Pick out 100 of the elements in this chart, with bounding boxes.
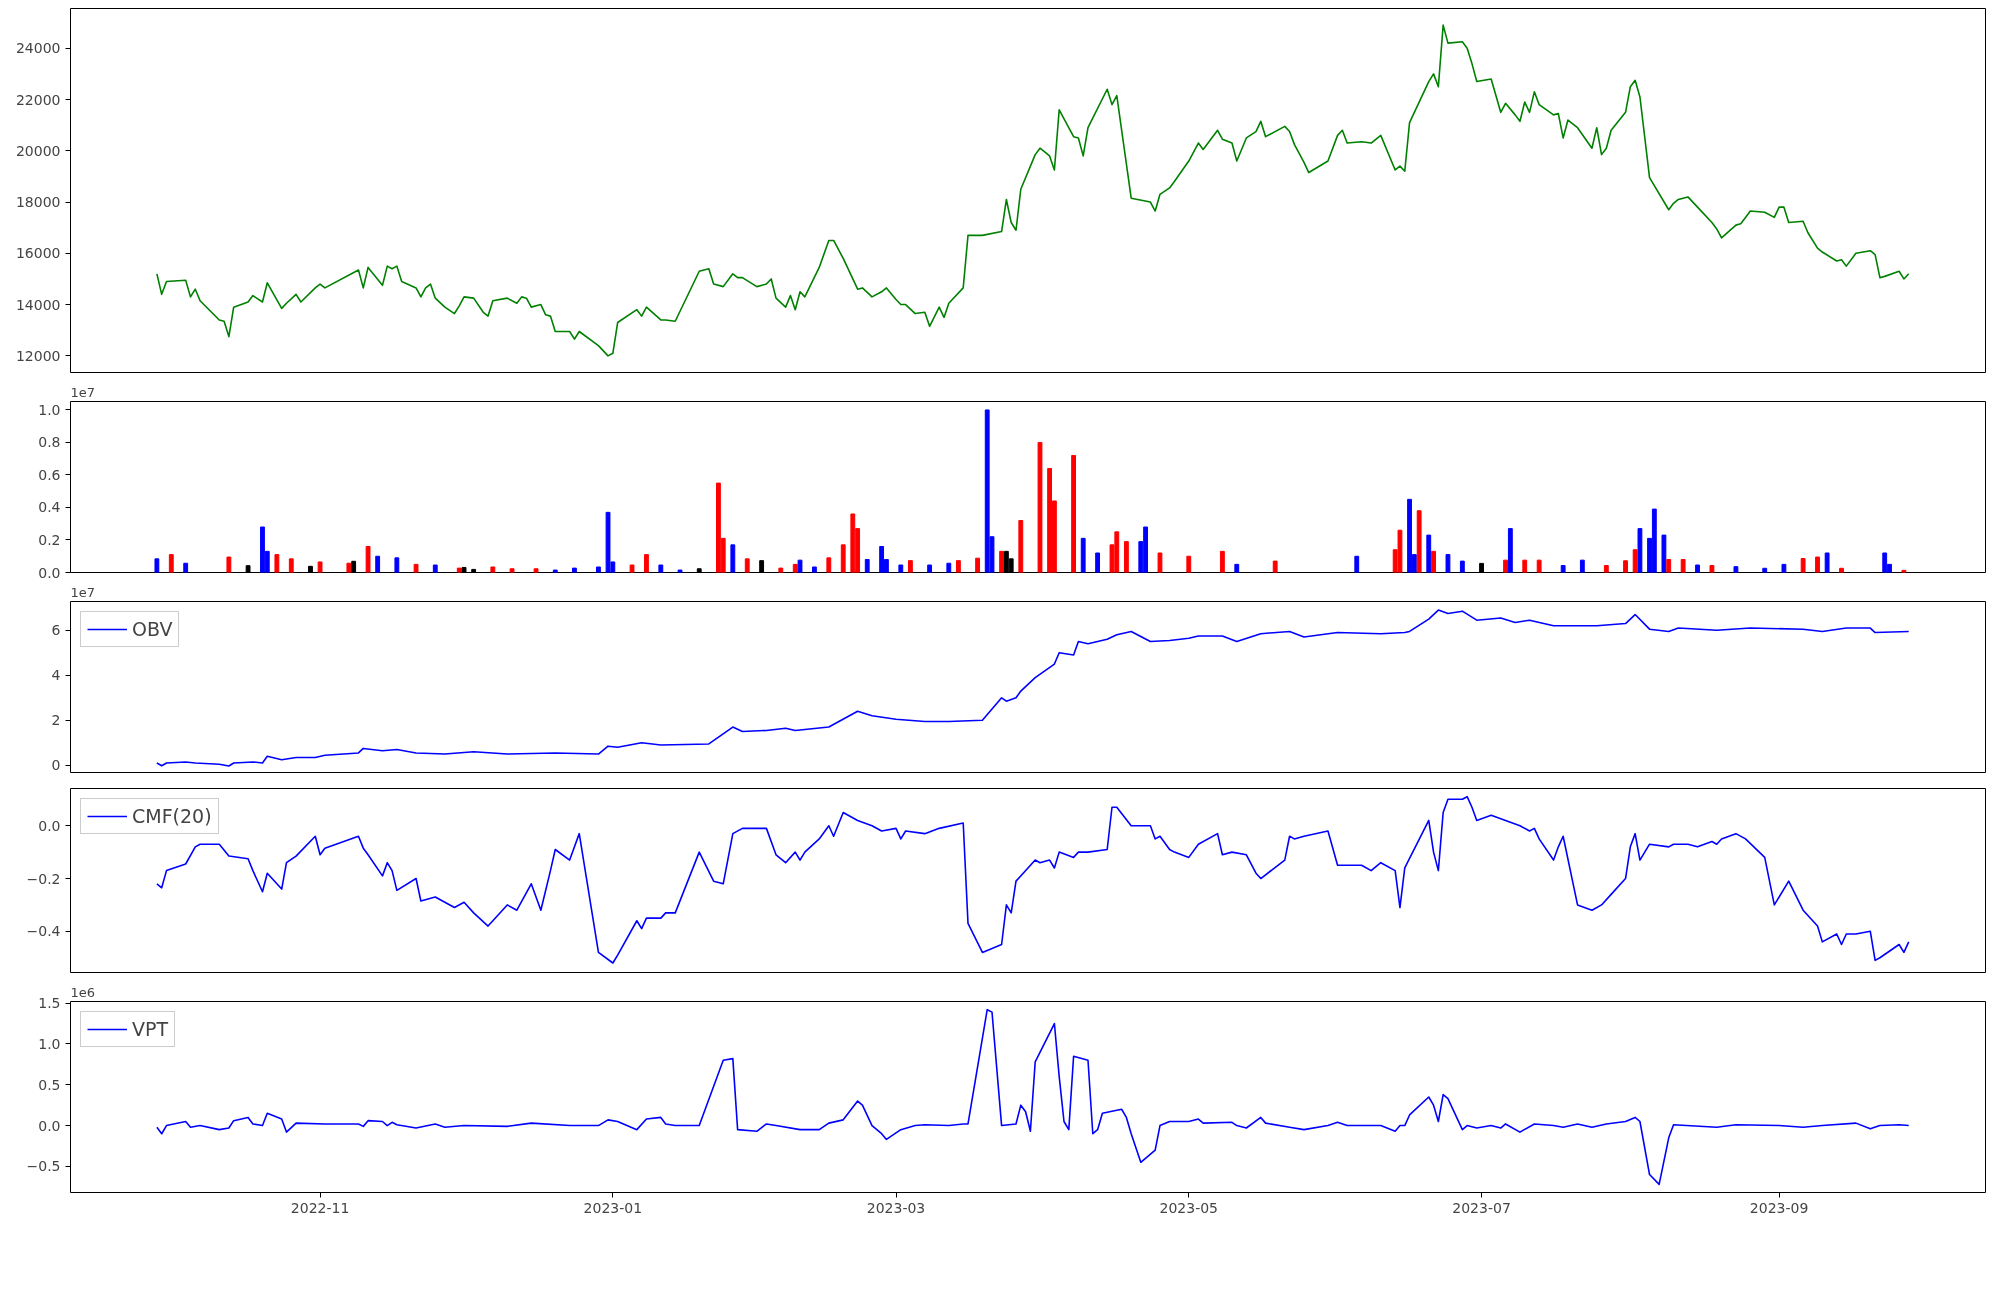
bar [730,544,736,573]
bar [1431,550,1436,573]
bar [1354,555,1360,573]
bar [394,557,400,573]
bar [274,554,280,573]
bar [432,564,438,573]
bar [1219,550,1225,573]
bar [413,563,419,573]
legend-label: CMF(20) [132,805,212,827]
bar [168,554,174,573]
bar [1637,528,1643,573]
bar [1603,565,1609,573]
bar [744,558,750,573]
bar [1762,567,1768,573]
legend-label: OBV [132,618,173,640]
y-tick-label: 2 [51,712,61,729]
bar [955,560,961,573]
bar [946,562,952,573]
bar [1037,441,1043,573]
x-tick-label: 2023-09 [1749,1199,1809,1216]
bar [1522,559,1528,573]
y-tick-label: 0.6 [38,466,61,483]
y-tick-label: −0.5 [26,1158,61,1175]
bar [346,562,352,573]
bar [1397,529,1403,573]
y-tick-label: 6 [51,622,61,639]
y-tick-label: 22000 [15,91,61,108]
bar [677,569,683,573]
bar [288,558,294,573]
bar [797,559,803,573]
bar [864,559,870,573]
bar [1234,563,1240,573]
bar [471,568,477,573]
bar [696,568,702,573]
y-tick-label: 0.2 [38,531,61,548]
bar [365,545,371,573]
bar [1651,508,1657,573]
bar [644,554,649,573]
bar [183,562,189,573]
bar [812,566,817,573]
y-tick-label: 18000 [15,194,61,211]
bar [759,560,765,573]
x-tick-label: 2022-11 [290,1199,350,1216]
y-tick-label: 16000 [15,245,61,262]
y-tick-label: 0.0 [38,564,61,581]
y-tick-label: 12000 [15,347,61,364]
text: 1e7 [70,584,96,600]
bar [552,569,558,573]
bar [1800,558,1806,573]
bar [596,566,601,573]
y-tick-label: 4 [51,667,61,684]
y-tick-label: 0.0 [38,1117,61,1134]
bar [1071,454,1077,573]
y-tick-label: 20000 [15,142,61,159]
bar [1459,560,1465,573]
bar [658,564,664,573]
bar [490,566,496,573]
bar [1666,559,1672,573]
bar [1839,567,1844,573]
text: 1e7 [70,384,96,400]
bar [1479,562,1484,573]
bar [572,567,577,573]
y-tick-label: 1.0 [38,1035,61,1052]
bar [1123,541,1129,573]
y-tick-label: 0.4 [38,499,61,516]
bar [826,557,832,573]
y-tick-label: 0.0 [38,817,61,834]
bar [1824,552,1830,573]
bar [375,555,381,573]
bar [840,544,846,573]
bar [605,511,611,573]
bar [509,568,515,573]
bar [1680,559,1686,573]
bar [1507,528,1513,573]
line-series [156,24,1910,357]
bar [1815,556,1820,573]
bar [907,560,913,573]
x-tick-label: 2023-05 [1159,1199,1219,1216]
y-tick-label: 1.5 [38,995,61,1012]
bar [1186,555,1192,573]
bar [1272,560,1278,573]
bar [351,560,357,573]
bar [245,565,251,573]
bar [461,566,467,573]
bar [1781,563,1787,573]
bar [975,557,981,573]
bar [1695,564,1700,573]
y-tick-label: 0.8 [38,434,61,451]
bar [629,564,635,573]
bar [317,561,323,573]
bar [1426,534,1432,573]
bar [533,568,539,573]
bar [1095,552,1101,573]
text: 1e6 [70,984,96,1000]
bar [226,556,232,573]
bar [1733,566,1739,573]
bar [1416,510,1422,573]
bar [1709,565,1715,573]
bar [1661,534,1667,573]
bar [999,550,1005,573]
